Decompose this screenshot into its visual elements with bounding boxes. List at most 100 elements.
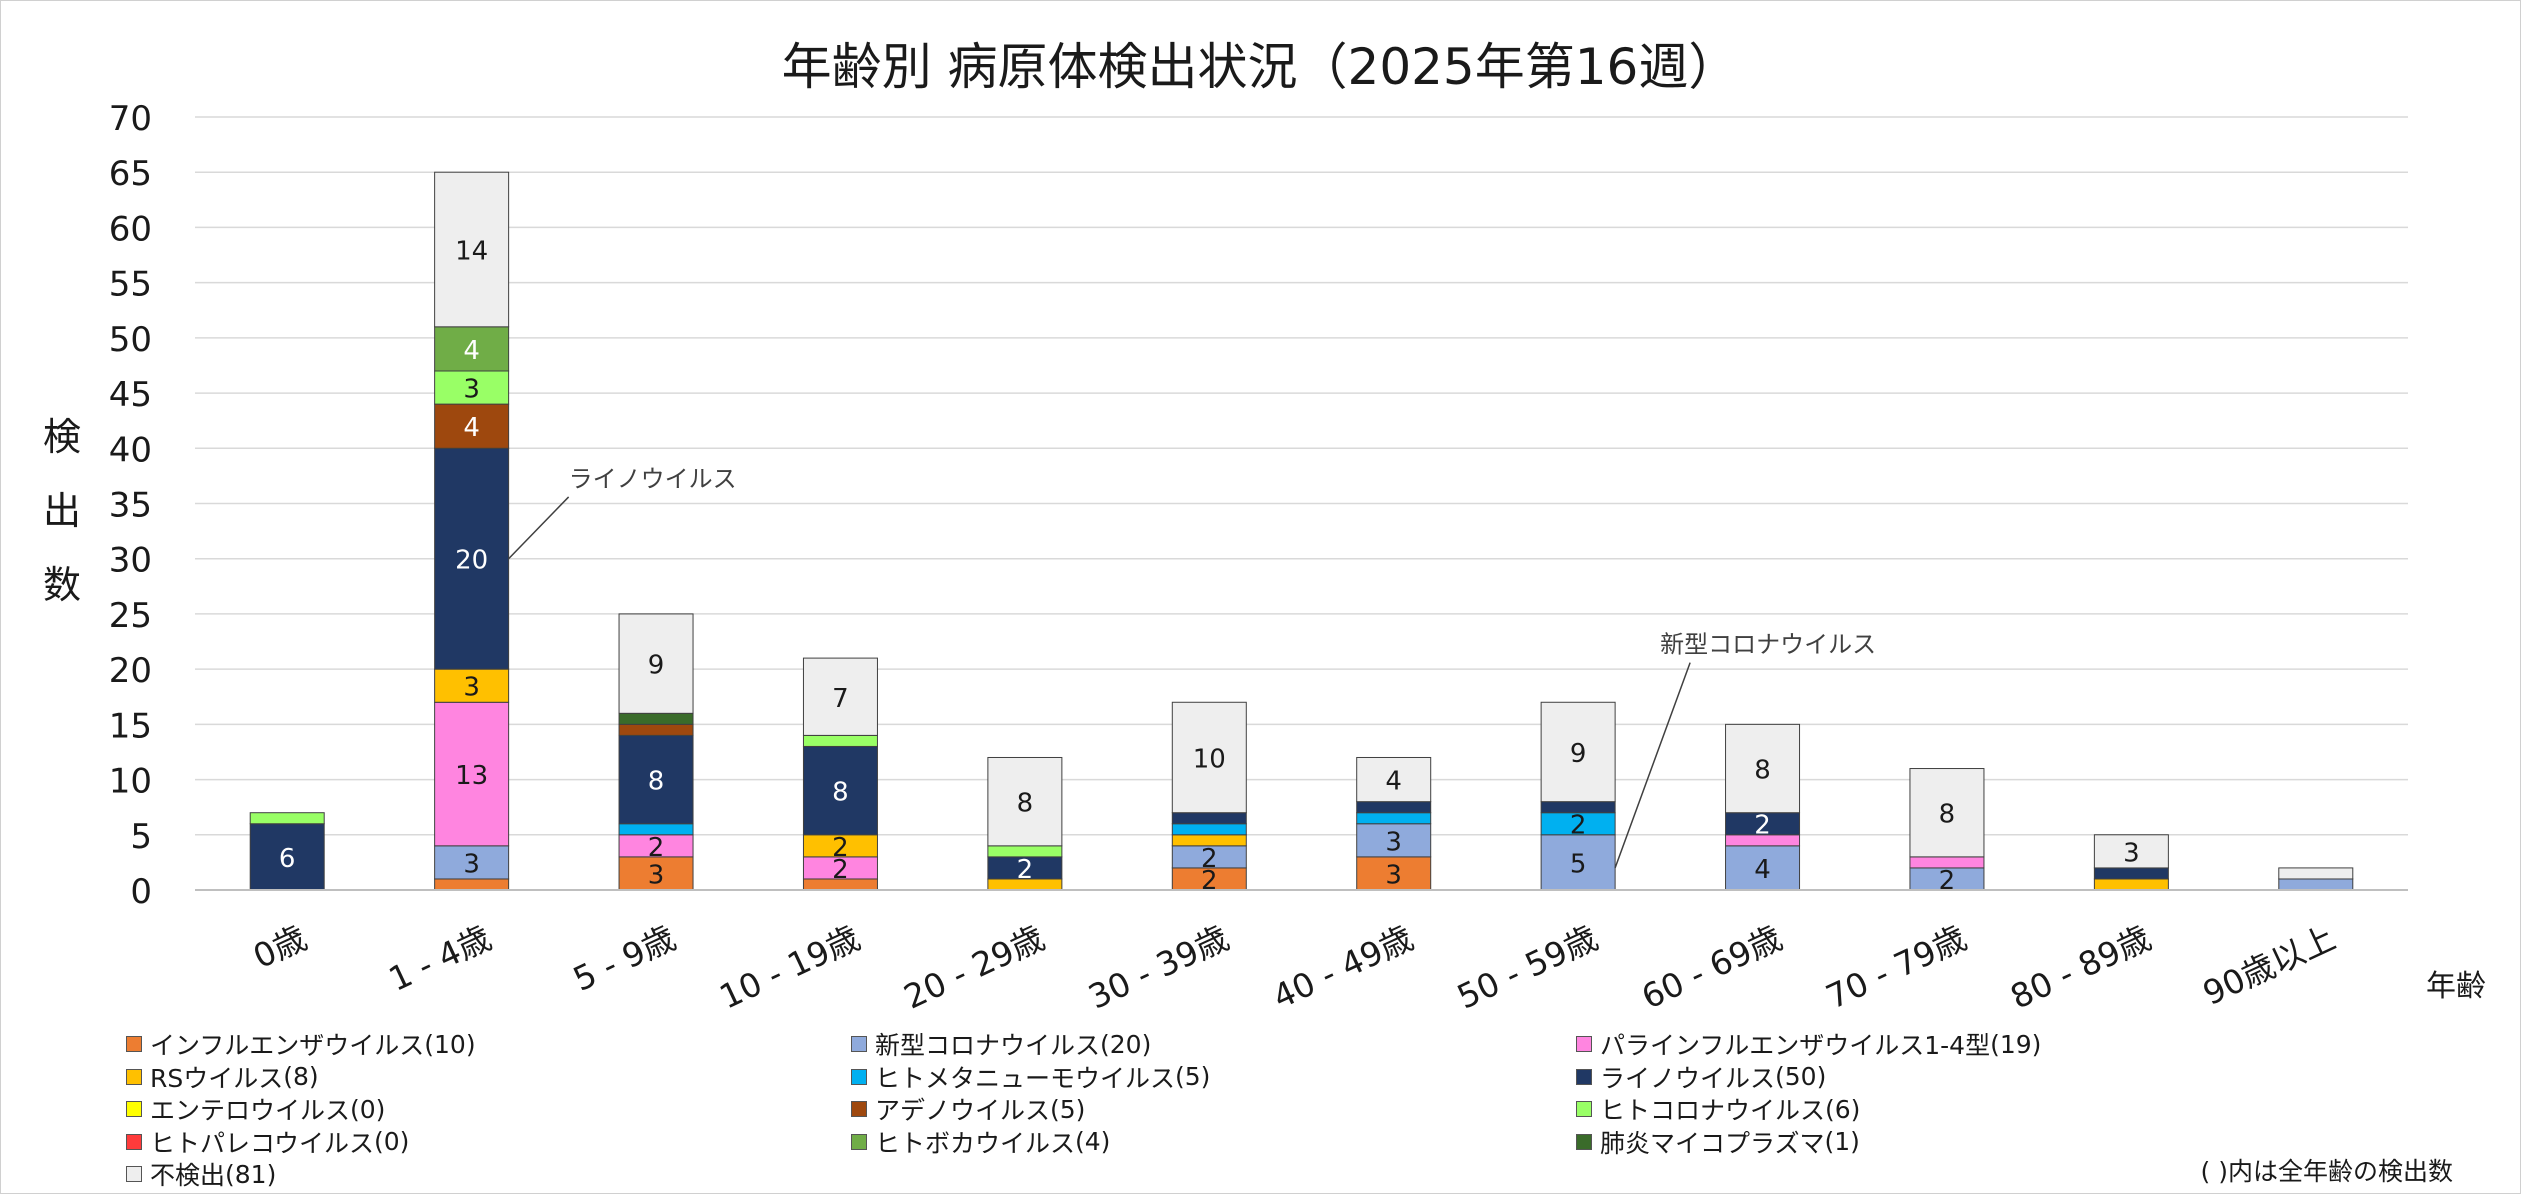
legend-label: RSウイルス xyxy=(150,1063,284,1093)
legend-label: インフルエンザウイルス xyxy=(150,1031,425,1060)
x-tick-label: 0歳 xyxy=(247,918,312,976)
footnote: ( )内は全年齢の検出数 xyxy=(2200,1157,2453,1186)
bar-segment xyxy=(1356,756,1432,803)
data-label: 2 xyxy=(1939,866,1956,896)
x-tick-label: 5 - 9歳 xyxy=(567,918,681,999)
chart-title: 年齢別 病原体検出状況（2025年第16週） xyxy=(782,38,1739,96)
data-label: 2 xyxy=(1754,811,1771,841)
legend-swatch xyxy=(126,1036,142,1052)
legend-item: インフルエンザウイルス (10) xyxy=(126,1028,476,1060)
bar-segment xyxy=(802,734,878,747)
bar-segment xyxy=(2278,878,2354,891)
legend-swatch xyxy=(1576,1133,1592,1150)
legend-item: アデノウイルス (5) xyxy=(851,1093,1085,1125)
data-label: 2 xyxy=(832,855,849,885)
x-tick-label: 1 - 4歳 xyxy=(383,918,497,999)
bar-segment xyxy=(434,668,510,703)
x-tick-label: 80 - 89歳 xyxy=(2004,918,2156,1017)
y-tick-label: 65 xyxy=(109,154,152,194)
data-label: 8 xyxy=(1754,756,1771,786)
data-label: 8 xyxy=(648,767,665,797)
legend-swatch xyxy=(126,1166,142,1182)
bar-segment xyxy=(2278,867,2354,880)
data-label: 3 xyxy=(1385,827,1402,857)
legend-label: ヒトコロナウイルス xyxy=(1600,1096,1826,1125)
legend-item: ヒトコロナウイルス (6) xyxy=(1576,1093,1860,1125)
annotation-label: ライノウイルス xyxy=(569,465,737,493)
data-label: 2 xyxy=(832,833,849,863)
legend-label: 肺炎マイコプラズマ xyxy=(1600,1128,1825,1158)
data-label: 3 xyxy=(463,673,480,703)
legend-swatch xyxy=(1576,1036,1592,1052)
annotation-label: 新型コロナウイルス xyxy=(1660,631,1876,659)
legend-label: 不検出 xyxy=(150,1161,226,1190)
bar-segment xyxy=(434,878,510,891)
legend-swatch xyxy=(851,1068,867,1085)
legend-item: 新型コロナウイルス (20) xyxy=(851,1028,1151,1060)
legend-swatch xyxy=(126,1101,142,1117)
legend-label: エンテロウイルス xyxy=(150,1096,351,1125)
legend-label: アデノウイルス xyxy=(875,1096,1051,1125)
data-label: 10 xyxy=(1193,744,1226,774)
data-label: 20 xyxy=(455,546,488,576)
bar-segment xyxy=(1171,823,1247,836)
legend-item: ヒトメタニューモウイルス (5) xyxy=(851,1061,1210,1093)
legend-label: ヒトメタニューモウイルス xyxy=(875,1063,1176,1093)
bar-segment xyxy=(1356,856,1432,891)
bar-segment xyxy=(434,701,510,847)
legend-total: (81) xyxy=(225,1159,277,1189)
data-label: 5 xyxy=(1570,849,1587,879)
bar-segment xyxy=(434,845,510,880)
bar-segment xyxy=(802,657,878,736)
legend-swatch xyxy=(851,1101,867,1117)
data-label: 3 xyxy=(2123,838,2140,868)
data-label: 4 xyxy=(1385,767,1402,797)
bar-segment xyxy=(987,756,1063,847)
legend-item: パラインフルエンザウイルス1-4型 (19) xyxy=(1576,1028,2041,1060)
x-axis-title: 年齢 xyxy=(2426,969,2486,1004)
bar-segment xyxy=(1171,812,1247,825)
y-axis-title-char: 検 xyxy=(43,415,81,459)
annotation-leader-line xyxy=(508,496,570,560)
legend-total: (50) xyxy=(1775,1062,1827,1091)
bar-segment xyxy=(802,745,878,836)
data-label: 2 xyxy=(1201,844,1218,874)
bar-segment xyxy=(1540,701,1616,803)
data-label: 2 xyxy=(1201,866,1218,896)
grid-lines xyxy=(195,116,2408,836)
y-tick-label: 60 xyxy=(109,209,152,249)
y-axis-title-char: 出 xyxy=(43,489,81,533)
x-tick-label: 60 - 69歳 xyxy=(1636,918,1788,1017)
bar-segment xyxy=(249,812,325,825)
data-label: 4 xyxy=(1754,855,1771,885)
y-axis-title-char: 数 xyxy=(43,563,81,607)
data-label: 8 xyxy=(1017,789,1034,819)
legend-total: (0) xyxy=(350,1094,386,1124)
legend-total: (5) xyxy=(1050,1094,1086,1124)
legend-swatch xyxy=(1576,1068,1592,1085)
data-label: 14 xyxy=(455,237,488,267)
data-label: 2 xyxy=(648,833,665,863)
y-tick-label: 30 xyxy=(109,541,152,581)
y-tick-label: 15 xyxy=(109,706,152,746)
bar-segment xyxy=(434,326,510,372)
legend-item: ライノウイルス (50) xyxy=(1576,1061,1826,1093)
data-label: 4 xyxy=(463,413,480,443)
data-label: 3 xyxy=(463,849,480,879)
data-label: 2 xyxy=(1017,855,1034,885)
x-tick-label: 50 - 59歳 xyxy=(1451,918,1603,1017)
data-label: 3 xyxy=(1385,860,1402,890)
x-tick-label: 70 - 79歳 xyxy=(1820,918,1972,1017)
bar-segment xyxy=(434,447,510,670)
bar-segment xyxy=(1725,845,1801,891)
legend-item: エンテロウイルス (0) xyxy=(126,1093,385,1125)
legend-total: (0) xyxy=(374,1127,410,1156)
legend-total: (8) xyxy=(283,1062,319,1091)
bar-segment xyxy=(1540,834,1616,891)
bar-segment xyxy=(434,403,510,449)
y-tick-label: 25 xyxy=(109,596,152,636)
legend-item: 不検出 (81) xyxy=(126,1158,276,1190)
legend-total: (20) xyxy=(1100,1029,1152,1059)
bar-segment xyxy=(1909,768,1985,858)
